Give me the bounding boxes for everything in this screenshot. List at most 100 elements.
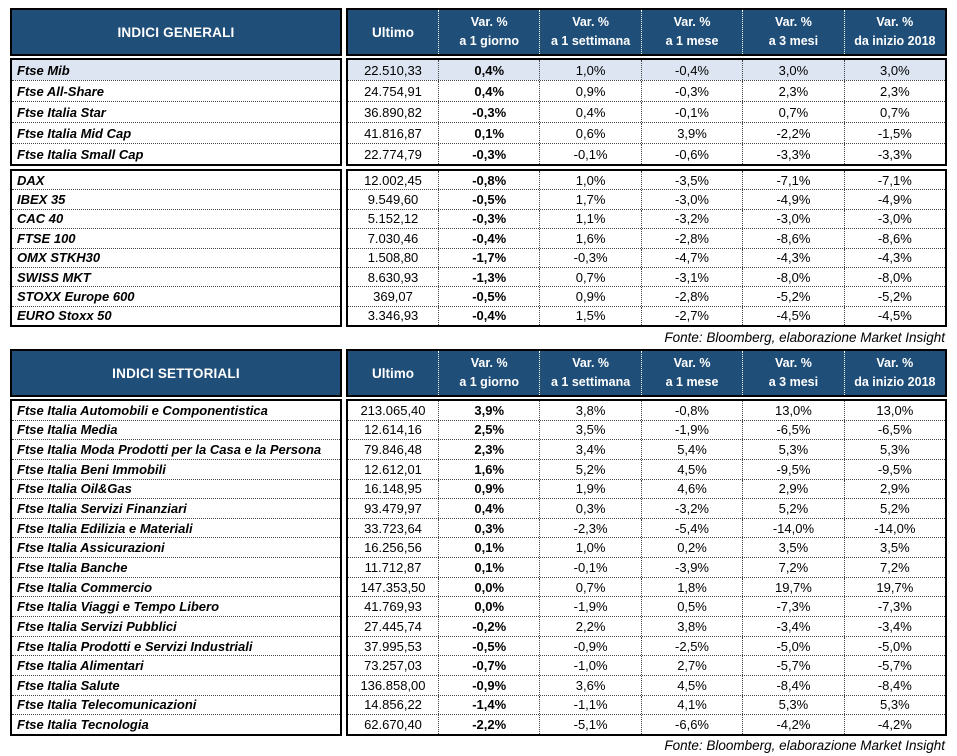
index-name: Ftse Italia Viaggi e Tempo Libero (12, 596, 340, 616)
var-3month-value: 0,7% (742, 102, 843, 122)
var-header-line2: a 1 mese (665, 375, 719, 389)
var-ytd2018-value: -7,3% (843, 597, 945, 617)
var-header-line2: da inizio 2018 (854, 34, 936, 48)
index-name: Ftse All-Share (12, 80, 340, 101)
var-ytd2018-value: -5,7% (843, 656, 945, 675)
table-title-generali: INDICI GENERALI (10, 8, 342, 56)
var-3month-value: -5,0% (742, 636, 843, 656)
index-name: Ftse Italia Media (12, 419, 340, 440)
var-1day-value: -0,3% (438, 102, 539, 122)
values-grid: 22.510,33 0,4% 1,0% -0,4% 3,0% 3,0% 24.7… (346, 58, 947, 166)
var-3month-value: 2,3% (742, 81, 843, 101)
var-3month-value: -3,0% (742, 209, 843, 229)
var-ytd2018-value: 2,3% (843, 81, 945, 101)
var-1day-value: -0,8% (438, 171, 539, 190)
var-ytd2018-value: -7,1% (843, 171, 945, 190)
var-1day-value: 0,4% (438, 60, 539, 80)
var-1week-value: 0,7% (539, 577, 640, 597)
var-ytd2018-value: -8,6% (843, 229, 945, 248)
var-header-line1: Var. % (470, 355, 508, 370)
var-ytd2018-value: -8,4% (843, 675, 945, 695)
var-header-line1: Var. % (876, 14, 914, 29)
var-1week-value: -1,0% (539, 656, 640, 675)
var-1day-value: 0,1% (438, 123, 539, 143)
ultimo-value: 7.030,46 (367, 230, 419, 246)
source-note: Fonte: Bloomberg, elaborazione Market In… (664, 738, 945, 753)
column-header-var: Var. % a 1 mese (640, 351, 742, 395)
ultimo-value: 22.774,79 (364, 146, 422, 162)
index-name: DAX (17, 172, 45, 188)
var-1month-value: 3,9% (640, 123, 742, 143)
column-header-var: Var. % a 3 mesi (742, 10, 843, 54)
ultimo-value: 79.846,48 (364, 442, 422, 458)
var-1month-value: 4,5% (640, 675, 742, 695)
var-1week-value: 5,2% (539, 459, 640, 479)
table-row: 62.670,40 -2,2% -5,1% -6,6% -4,2% -4,2% (348, 714, 945, 734)
table-row: 41.769,93 0,0% -1,9% 0,5% -7,3% -7,3% (348, 596, 945, 617)
var-1month-value: -3,0% (640, 190, 742, 209)
var-1week-value: 0,9% (539, 81, 640, 101)
index-name: Ftse Italia Edilizia e Materiali (12, 517, 340, 538)
ultimo-value: 62.670,40 (364, 717, 422, 733)
var-3month-value: -7,1% (742, 171, 843, 190)
table-row: 16.148,95 0,9% 1,9% 4,6% 2,9% 2,9% (348, 478, 945, 499)
var-1month-value: -3,2% (640, 209, 742, 229)
table-row: 1.508,80 -1,7% -0,3% -4,7% -4,3% -4,3% (348, 247, 945, 267)
var-1week-value: -0,3% (539, 248, 640, 267)
var-3month-value: 3,5% (742, 538, 843, 558)
index-name: IBEX 35 (12, 189, 340, 208)
index-name: Ftse Italia Moda Prodotti per la Casa e … (12, 439, 340, 459)
table-title-settoriali: INDICI SETTORIALI (10, 349, 342, 397)
var-1month-value: -3,2% (640, 499, 742, 518)
var-1week-value: 1,5% (539, 306, 640, 325)
table-row: 9.549,60 -0,5% 1,7% -3,0% -4,9% -4,9% (348, 189, 945, 209)
var-1week-value: 3,5% (539, 420, 640, 440)
var-ytd2018-value: 19,7% (843, 577, 945, 597)
var-1week-value: 1,0% (539, 60, 640, 80)
column-header-ultimo: Ultimo (372, 365, 414, 381)
var-1day-value: -0,4% (438, 306, 539, 325)
ultimo-value: 5.152,12 (367, 211, 419, 227)
ultimo-value: 8.630,93 (367, 269, 419, 285)
var-1month-value: 3,8% (640, 617, 742, 636)
var-header-line1: Var. % (572, 14, 610, 29)
index-name-column: Ftse Mib Ftse All-Share Ftse Italia Star… (10, 58, 342, 166)
ultimo-value: 12.002,45 (364, 172, 422, 188)
index-name: Ftse Italia Automobili e Componentistica (17, 402, 268, 418)
column-header-var: Var. % da inizio 2018 (843, 351, 945, 395)
var-1month-value: -6,6% (640, 715, 742, 734)
var-3month-value: -4,3% (742, 248, 843, 267)
var-1week-value: 1,1% (539, 209, 640, 229)
var-1day-value: 2,3% (438, 440, 539, 459)
table-row: 7.030,46 -0,4% 1,6% -2,8% -8,6% -8,6% (348, 228, 945, 248)
values-grid: 213.065,40 3,9% 3,8% -0,8% 13,0% 13,0% 1… (346, 399, 947, 736)
var-header-line1: Var. % (572, 355, 610, 370)
var-1day-value: -1,7% (438, 248, 539, 267)
ultimo-value: 16.256,56 (364, 540, 422, 556)
var-header-line2: a 1 giorno (459, 375, 520, 389)
var-1day-value: -0,3% (438, 209, 539, 229)
var-1week-value: 0,6% (539, 123, 640, 143)
var-1week-value: 1,0% (539, 171, 640, 190)
table-row: 37.995,53 -0,5% -0,9% -2,5% -5,0% -5,0% (348, 635, 945, 656)
index-name: Ftse Italia Assicurazioni (12, 537, 340, 557)
ultimo-value: 41.816,87 (364, 125, 422, 141)
ultimo-value: 27.445,74 (364, 618, 422, 634)
index-name: Ftse Italia Banche (12, 557, 340, 577)
index-name: Ftse Italia Small Cap (12, 143, 340, 164)
var-1week-value: 0,3% (539, 499, 640, 518)
var-1month-value: -2,7% (640, 306, 742, 325)
var-ytd2018-value: 2,9% (843, 479, 945, 499)
var-ytd2018-value: -9,5% (843, 459, 945, 479)
table-row: 12.002,45 -0,8% 1,0% -3,5% -7,1% -7,1% (348, 171, 945, 190)
var-1month-value: -3,5% (640, 171, 742, 190)
index-name: Ftse Italia Servizi Pubblici (12, 616, 340, 636)
column-header-var: Var. % a 1 giorno (438, 351, 539, 395)
var-1week-value: 0,4% (539, 102, 640, 122)
sector-indices-column-headers: Ultimo Var. % a 1 giorno Var. % a 1 sett… (346, 349, 947, 397)
var-1month-value: 0,2% (640, 538, 742, 558)
index-name: CAC 40 (12, 208, 340, 228)
var-1day-value: -1,4% (438, 695, 539, 715)
var-1day-value: -0,7% (438, 656, 539, 675)
var-3month-value: -2,2% (742, 123, 843, 143)
